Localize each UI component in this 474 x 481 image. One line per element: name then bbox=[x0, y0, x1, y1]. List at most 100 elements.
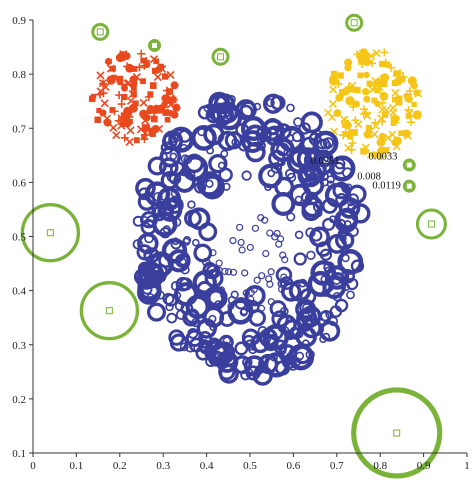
data-point bbox=[166, 88, 174, 95]
data-point bbox=[206, 146, 215, 155]
data-point bbox=[162, 109, 170, 116]
data-point bbox=[221, 267, 229, 276]
data-point bbox=[150, 82, 157, 89]
data-point bbox=[346, 290, 355, 300]
data-point bbox=[184, 209, 202, 228]
data-point bbox=[341, 87, 350, 96]
data-point bbox=[340, 115, 349, 124]
data-point bbox=[285, 168, 296, 179]
data-point bbox=[161, 73, 169, 80]
annotation-label: 0.008 bbox=[357, 172, 381, 183]
data-point bbox=[173, 291, 182, 300]
data-point bbox=[265, 275, 273, 283]
x-tick-label: 0.2 bbox=[113, 460, 127, 472]
data-point bbox=[146, 293, 155, 301]
data-point bbox=[262, 93, 284, 114]
data-point bbox=[133, 100, 139, 107]
data-point bbox=[322, 217, 336, 231]
data-point bbox=[111, 74, 117, 80]
data-point bbox=[350, 128, 358, 136]
data-point bbox=[363, 95, 371, 103]
data-point bbox=[141, 134, 147, 140]
data-point bbox=[224, 268, 233, 276]
data-point bbox=[332, 161, 346, 175]
data-point bbox=[217, 161, 226, 170]
data-point bbox=[315, 241, 332, 257]
data-point bbox=[99, 109, 107, 117]
data-point bbox=[117, 100, 126, 109]
data-point bbox=[366, 80, 373, 87]
data-point bbox=[96, 71, 105, 80]
data-point bbox=[96, 107, 102, 114]
outlier-point bbox=[216, 53, 224, 61]
data-point bbox=[162, 86, 171, 95]
data-point bbox=[344, 58, 353, 67]
data-point bbox=[110, 107, 119, 116]
data-point bbox=[359, 48, 368, 57]
data-point bbox=[391, 139, 398, 146]
data-point bbox=[337, 72, 344, 79]
data-point bbox=[270, 162, 283, 174]
data-point bbox=[380, 73, 390, 83]
data-point bbox=[333, 109, 342, 118]
data-point bbox=[139, 109, 148, 119]
data-point bbox=[394, 76, 403, 86]
data-point bbox=[168, 126, 195, 153]
data-point bbox=[121, 93, 128, 101]
data-point bbox=[196, 171, 223, 197]
data-point bbox=[341, 116, 350, 125]
data-point bbox=[175, 253, 190, 268]
data-point bbox=[199, 174, 225, 200]
y-tick-label: 0.9 bbox=[12, 15, 26, 27]
data-point bbox=[240, 307, 248, 315]
data-point bbox=[142, 56, 151, 65]
data-point bbox=[227, 302, 235, 310]
data-point bbox=[241, 170, 252, 181]
data-point bbox=[208, 102, 228, 122]
data-point bbox=[287, 343, 315, 371]
data-point bbox=[299, 166, 316, 183]
data-point bbox=[151, 115, 158, 123]
data-point bbox=[281, 256, 289, 264]
data-point bbox=[241, 269, 249, 277]
data-point bbox=[167, 109, 175, 117]
data-point bbox=[328, 272, 347, 290]
data-point bbox=[388, 103, 398, 112]
outlier-ring bbox=[79, 280, 140, 341]
data-point bbox=[363, 130, 373, 139]
outlier-ring bbox=[91, 22, 110, 41]
outlier-ring bbox=[415, 208, 447, 240]
data-point bbox=[293, 252, 307, 266]
data-point bbox=[126, 126, 135, 135]
data-point bbox=[215, 266, 223, 274]
data-point bbox=[380, 48, 389, 57]
data-point bbox=[216, 101, 239, 124]
data-point bbox=[271, 191, 296, 216]
data-point bbox=[344, 131, 350, 138]
data-point bbox=[264, 183, 272, 192]
data-point bbox=[407, 76, 417, 86]
data-point bbox=[379, 91, 389, 101]
y-tick-label: 0.2 bbox=[12, 394, 26, 406]
data-point bbox=[96, 87, 105, 96]
data-point bbox=[94, 116, 101, 123]
data-point bbox=[251, 224, 259, 232]
outlier-ring bbox=[20, 203, 81, 263]
data-point bbox=[324, 266, 333, 275]
data-point bbox=[125, 137, 134, 146]
data-point bbox=[267, 298, 275, 306]
annotation-label: 0.0119 bbox=[372, 180, 401, 191]
data-point bbox=[370, 130, 379, 139]
data-point bbox=[109, 123, 118, 132]
data-point bbox=[334, 79, 343, 88]
data-point bbox=[169, 198, 177, 207]
data-point bbox=[350, 203, 371, 224]
y-tick-label: 0.6 bbox=[12, 177, 26, 189]
data-point bbox=[298, 278, 308, 288]
data-point bbox=[270, 137, 295, 163]
data-point bbox=[147, 91, 154, 98]
x-tick-label: 0 bbox=[30, 460, 36, 472]
data-point bbox=[245, 141, 266, 163]
outlier-point bbox=[427, 220, 435, 228]
data-point bbox=[283, 148, 291, 157]
